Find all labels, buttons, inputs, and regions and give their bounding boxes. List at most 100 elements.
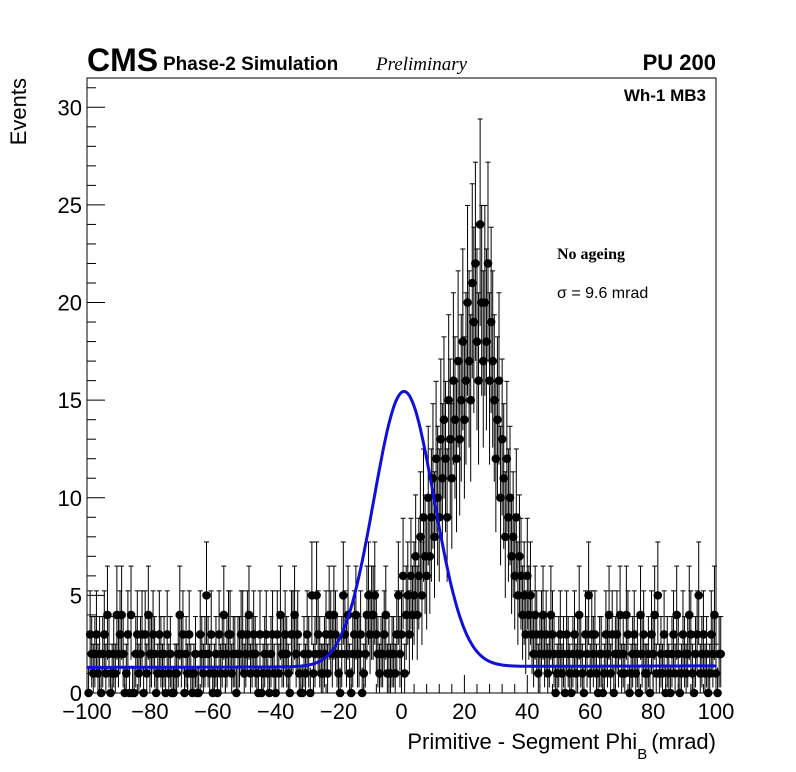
data-point [213,688,222,698]
data-point [590,630,600,639]
data-point [103,610,112,620]
data-point [458,337,468,346]
data-point [502,454,512,464]
data-point [123,630,133,639]
data-point [243,630,252,639]
data-point [309,669,318,678]
data-point [414,571,424,581]
data-point [442,512,452,522]
data-point [441,454,450,464]
data-point [474,376,483,385]
data-point [581,630,590,639]
data-point [606,669,615,678]
data-point [203,649,213,659]
data-point [84,688,93,698]
data-point [708,649,718,659]
data-point [534,669,543,678]
data-point [368,610,378,620]
data-point [370,591,380,600]
data-point [548,630,557,639]
data-point [342,649,351,659]
data-point [667,649,677,659]
data-point [118,649,128,659]
data-point [518,610,527,620]
data-point [486,317,496,327]
data-point [161,688,170,698]
data-point [562,630,571,639]
data-point [711,669,721,678]
data-point [499,473,509,483]
x-tick-label: −40 [257,699,294,724]
data-point [178,630,188,639]
data-point [151,688,161,698]
data-point [390,669,400,678]
data-point [523,571,532,581]
data-point [598,688,608,698]
data-point [475,220,485,229]
data-point [241,649,251,659]
data-point [272,630,282,639]
data-point [543,669,553,678]
data-point [423,493,433,503]
data-point [463,298,472,307]
data-point [301,669,310,678]
data-point [659,630,669,639]
data-point [513,591,523,600]
data-point [142,669,152,678]
y-tick-label: 0 [70,681,82,706]
data-point [375,669,384,678]
data-point [166,649,175,659]
data-point [263,669,273,678]
data-point [585,669,595,678]
y-tick-label: 15 [58,388,82,413]
data-point [225,630,235,639]
data-point [148,630,158,639]
data-point [235,649,244,659]
data-point [461,376,471,385]
data-point [483,259,493,268]
data-point [478,356,488,366]
data-point [195,630,205,639]
data-point [541,630,551,639]
data-point [411,552,420,561]
data-point [444,395,453,405]
x-tick-label: −20 [320,699,357,724]
data-point [93,669,103,678]
data-point [589,649,598,659]
data-point [678,630,688,639]
sigma-label: σ = 9.6 mrad [557,285,648,302]
data-point [684,610,694,620]
data-point [345,669,354,678]
data-point [398,571,408,581]
data-point [334,669,343,678]
data-point [397,630,406,639]
data-point [507,552,516,561]
data-point [642,669,652,678]
data-point [227,669,236,678]
data-point [560,688,570,698]
data-point [85,630,95,639]
data-point [438,473,447,483]
data-point [645,688,655,698]
data-point [653,591,663,600]
data-point [485,376,494,385]
x-tick-label: −80 [131,699,168,724]
data-point [180,688,189,698]
data-point [419,512,428,522]
data-point [497,434,507,444]
data-point [664,669,674,678]
data-point [101,669,111,678]
data-point [350,630,359,639]
data-point [96,688,106,698]
data-point [210,669,219,678]
data-point [683,649,692,659]
data-point [603,649,612,659]
data-point [688,669,697,678]
data-point [359,669,369,678]
data-point [631,669,641,678]
data-point [401,610,411,620]
data-point [412,610,422,620]
data-point [282,649,292,659]
data-point [488,356,498,366]
